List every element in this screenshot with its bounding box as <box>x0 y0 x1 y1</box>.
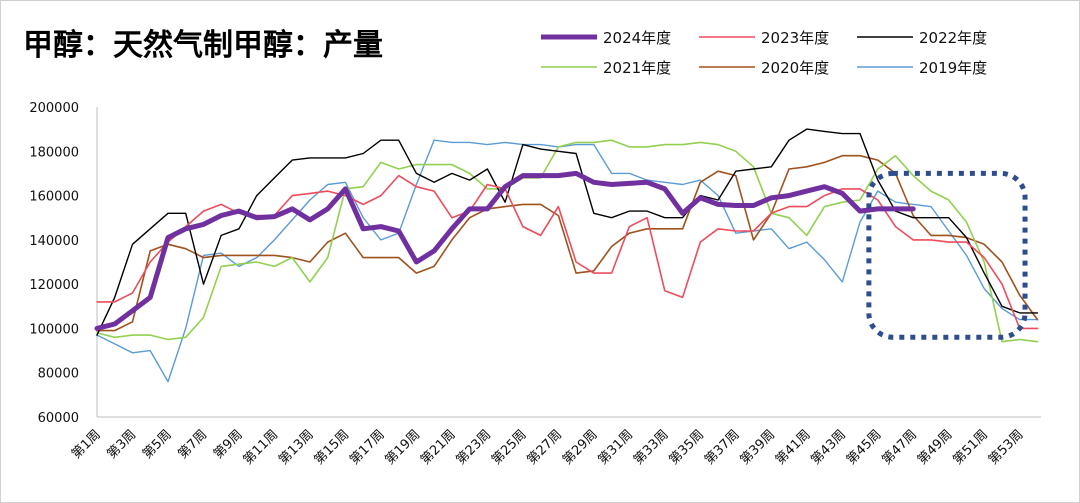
series-line-2019年度 <box>96 139 1039 383</box>
series-line-2023年度 <box>96 174 1039 330</box>
x-tick-label: 第51周 <box>950 427 991 468</box>
x-tick-label: 第27周 <box>524 427 565 468</box>
y-tick-label: 120000 <box>29 278 79 293</box>
x-tick-label: 第5周 <box>140 427 175 462</box>
y-tick-label: 180000 <box>29 145 79 160</box>
x-tick-label: 第29周 <box>560 427 601 468</box>
x-axis: 第1周 第3周 第5周 第7周 第9周第11周第13周第15周第17周第19周第21周第… <box>69 427 1027 468</box>
x-tick-label: 第47周 <box>879 427 920 468</box>
x-tick-label: 第1周 <box>69 427 104 462</box>
legend-label: 2024年度 <box>603 29 671 47</box>
series-line-2024年度 <box>94 170 916 331</box>
legend-label: 2019年度 <box>919 59 987 77</box>
x-tick-label: 第17周 <box>347 427 388 468</box>
y-tick-label: 200000 <box>29 101 79 116</box>
legend-label: 2022年度 <box>919 29 987 47</box>
y-tick-label: 160000 <box>29 190 79 205</box>
x-tick-label: 第11周 <box>241 427 282 468</box>
series-line-2020年度 <box>96 154 1039 332</box>
x-tick-label: 第33周 <box>631 427 672 468</box>
legend-label: 2020年度 <box>761 59 829 77</box>
series-group <box>94 128 1039 383</box>
highlight-box-rect <box>866 170 1028 340</box>
legend: 2024年度 2023年度 2022年度 2021年度 2020年度 2019年度 <box>541 29 987 77</box>
x-tick-label: 第45周 <box>844 427 885 468</box>
x-tick-label: 第35周 <box>666 427 707 468</box>
y-tick-label: 100000 <box>29 322 79 337</box>
y-axis: 60000 80000 100000 120000 140000 160000 180000… <box>29 101 79 426</box>
x-tick-label: 第3周 <box>104 427 139 462</box>
x-tick-label: 第23周 <box>454 427 495 468</box>
x-tick-label: 第31周 <box>595 427 636 468</box>
x-tick-label: 第25周 <box>489 427 530 468</box>
x-tick-label: 第43周 <box>808 427 849 468</box>
x-tick-label: 第13周 <box>276 427 317 468</box>
legend-label: 2021年度 <box>603 59 671 77</box>
y-tick-label: 140000 <box>29 234 79 249</box>
y-tick-label: 80000 <box>38 367 79 382</box>
x-tick-label: 第15周 <box>312 427 353 468</box>
plot-area <box>96 107 1041 418</box>
x-tick-label: 第49周 <box>915 427 956 468</box>
x-tick-label: 第19周 <box>383 427 424 468</box>
y-tick-label: 60000 <box>38 411 79 426</box>
x-tick-label: 第39周 <box>737 427 778 468</box>
chart-title: 甲醇：天然气制甲醇：产量 <box>23 28 383 63</box>
x-tick-label: 第53周 <box>986 427 1027 468</box>
series-line-2021年度 <box>96 139 1039 343</box>
x-tick-label: 第21周 <box>418 427 459 468</box>
highlight-box <box>866 170 1028 340</box>
legend-label: 2023年度 <box>761 29 829 47</box>
series-line-2022年度 <box>96 128 1039 336</box>
x-tick-label: 第37周 <box>702 427 743 468</box>
x-tick-label: 第7周 <box>175 427 210 462</box>
x-tick-label: 第41周 <box>773 427 814 468</box>
